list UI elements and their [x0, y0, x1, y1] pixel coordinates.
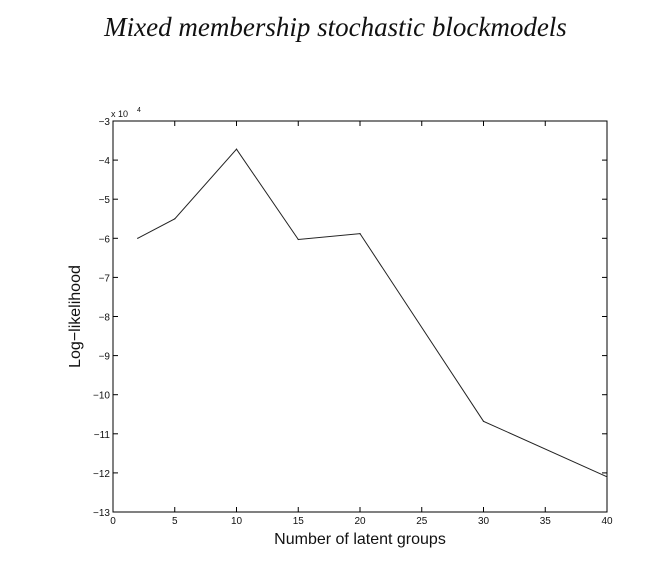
data-point — [297, 238, 299, 241]
x-tick-label: 10 — [231, 516, 243, 527]
y-multiplier: x 10 — [111, 109, 128, 119]
x-tick-label: 15 — [293, 516, 305, 527]
x-tick-label: 20 — [354, 516, 366, 527]
y-axis-label: Log−likelihood — [67, 265, 84, 368]
x-tick-label: 35 — [540, 516, 552, 527]
series-line — [137, 148, 608, 478]
x-axis-label: Number of latent groups — [274, 531, 446, 548]
tick-layer: 0 5 10 15 20 25 30 35 40 −3 −4 −5 −6 −7 −8 −9 −10 −11 −12 −… — [93, 117, 613, 527]
y-tick-label: −7 — [99, 273, 111, 284]
plot-area — [112, 120, 608, 513]
x-tick-label: 0 — [110, 516, 116, 527]
data-point — [174, 218, 176, 220]
data-point — [359, 233, 361, 235]
x-tick-label: 25 — [416, 516, 428, 527]
y-tick-label: −4 — [99, 156, 111, 167]
data-points — [137, 148, 608, 478]
page-header-title: Mixed membership stochastic blockmodels — [104, 12, 567, 42]
y-tick-label: −3 — [99, 117, 111, 128]
y-tick-label: −8 — [99, 313, 111, 324]
y-tick-label: −13 — [93, 508, 110, 519]
y-multiplier-exponent: 4 — [137, 107, 141, 114]
y-tick-label: −11 — [94, 430, 111, 441]
data-point — [606, 476, 608, 478]
data-point — [235, 148, 238, 150]
data-point — [482, 420, 485, 422]
y-tick-label: −10 — [93, 391, 110, 402]
y-tick-label: −12 — [93, 469, 110, 480]
y-tick-label: −9 — [99, 352, 111, 363]
x-tick-label: 40 — [601, 516, 613, 527]
x-tick-label: 30 — [478, 516, 490, 527]
data-point — [137, 237, 139, 239]
y-tick-label: −6 — [99, 234, 111, 245]
x-tick-label: 5 — [172, 516, 178, 527]
y-tick-label: −5 — [99, 195, 111, 206]
